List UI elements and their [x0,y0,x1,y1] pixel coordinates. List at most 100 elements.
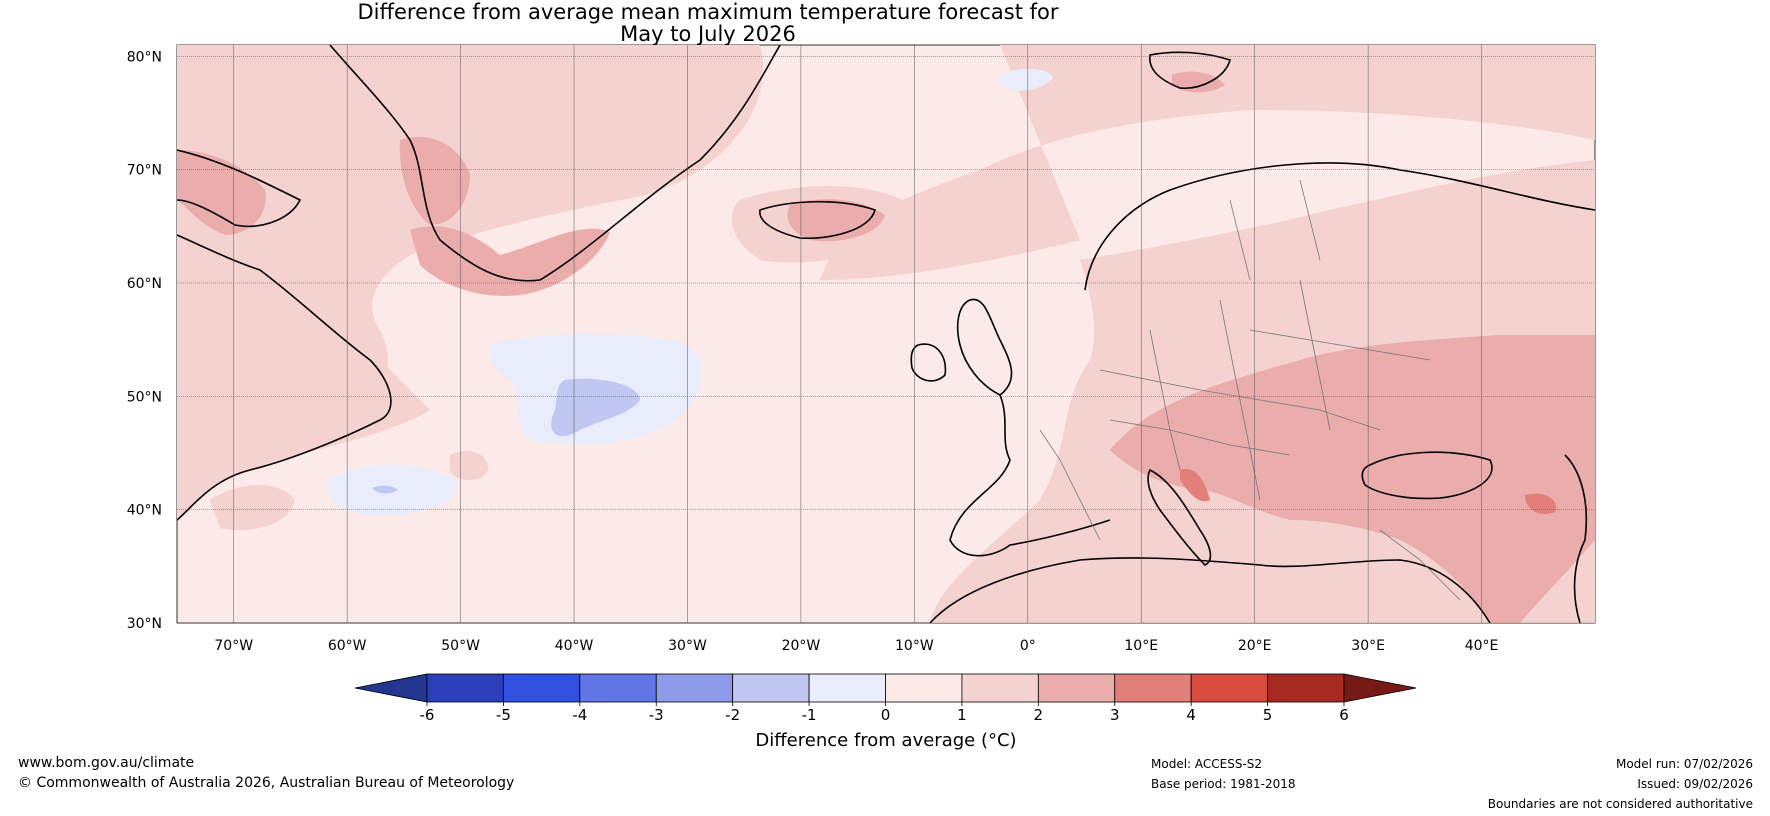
lon-label: 30°W [668,638,707,654]
coastline-europe-west [949,394,1111,557]
border-2 [1109,419,1291,456]
colorbar-segment [1037,673,1116,703]
colorbar-segment [579,673,657,703]
lat-label: 30°N [127,616,162,632]
lon-label: 10°E [1124,638,1158,654]
lon-label: 50°W [441,638,480,654]
coastline-black-sea [1361,451,1493,500]
border-9 [1229,199,1251,281]
colorbar-tick-label: 0 [881,706,891,724]
chart-title-line1: Difference from average mean maximum tem… [357,0,1059,24]
coastline-iceland [759,200,876,240]
colorbar: -6 -5 -4 -3 -2 -1 0 1 2 3 4 5 6 [354,673,1417,724]
website-text: www.bom.gov.au/climate [18,755,195,771]
border-3 [1149,329,1181,471]
coastline-scandinavia [1084,162,1595,291]
lon-label: 40°W [555,638,594,654]
coastlines [177,45,1595,623]
coastline-labrador [177,234,392,521]
colorbar-segment [961,673,1039,703]
lat-label: 50°N [127,389,162,405]
coastline-caspian [1564,454,1588,623]
model-text: Model: ACCESS-S2 [1151,757,1263,771]
colorbar-tick-label: -5 [496,706,511,724]
map-panel: 80°N 70°N 60°N 50°N 40°N 30°N 70°W 60°W 50°W 40°… [127,44,1596,654]
model-run-text: Model run: 07/02/2026 [1615,757,1753,771]
latitude-labels: 80°N 70°N 60°N 50°N 40°N 30°N [127,49,162,632]
anomaly-region-cool-atlantic-core [551,378,640,437]
coastline-svalbard [1149,51,1231,89]
colorbar-tick-label: 4 [1186,706,1196,724]
anomaly-region-caucasus [1525,493,1556,515]
coastline-mediterranean [929,557,1491,623]
colorbar-segment [1114,673,1192,703]
colorbar-extend-high [1343,673,1417,703]
colorbar-tick-label: -6 [420,706,435,724]
coastline-baffin [177,149,302,227]
colorbar-extend-low [354,673,428,703]
colorbar-segment [885,673,963,703]
lat-label: 60°N [127,276,162,292]
lat-label: 80°N [127,49,162,65]
lon-label: 0° [1020,638,1036,654]
anomaly-region-small-patch [450,450,489,481]
colorbar-tick-label: 5 [1263,706,1273,724]
colorbar-segment [1267,673,1345,703]
disclaimer-text: Boundaries are not considered authoritat… [1487,797,1753,811]
lat-label: 70°N [127,163,162,179]
colorbar-tick-label: 1 [957,706,967,724]
colorbar-tick-label: -1 [802,706,817,724]
anomaly-region-arctic-sea [820,45,1595,280]
border-5 [1299,279,1331,431]
lon-label: 20°E [1238,638,1272,654]
colorbar-tick-label: 6 [1339,706,1349,724]
base-period-text: Base period: 1981-2018 [1151,777,1296,791]
anomaly-region-canada [177,150,430,520]
colorbar-segment [732,673,810,703]
anomaly-region-iceland-core [787,199,885,242]
colorbar-title: Difference from average (°C) [755,730,1016,751]
colorbar-tick-label: -2 [725,706,740,724]
colorbar-tick-label: -4 [572,706,587,724]
colorbar-segment [655,673,734,703]
lon-label: 30°E [1351,638,1385,654]
border-4 [1219,299,1261,501]
lon-label: 10°W [895,638,934,654]
colorbar-tick-label: -3 [649,706,664,724]
anomaly-region-mid-atlantic-patch [210,485,295,531]
anomaly-shading [177,45,1595,623]
border-1 [1099,369,1381,431]
colorbar-segment [1190,673,1268,703]
country-borders [1039,179,1461,601]
lon-label: 40°E [1465,638,1499,654]
border-7 [1249,329,1431,361]
lon-label: 60°W [328,638,367,654]
border-8 [1299,179,1321,261]
colorbar-tick-label: 2 [1034,706,1044,724]
longitude-labels: 70°W 60°W 50°W 40°W 30°W 20°W 10°W 0° 10°E 20°E 30… [214,638,1498,654]
coastline-greenland [329,45,781,282]
anomaly-region-cool-south-core [372,485,398,494]
lon-label: 70°W [214,638,253,654]
anomaly-region-baffin [177,150,266,235]
anomaly-region-north-africa [930,544,1280,623]
copyright-text: © Commonwealth of Australia 2026, Austra… [18,775,515,791]
anomaly-region-black-sea-balkans [1110,335,1595,623]
anomaly-region-cool-arctic [1000,68,1053,91]
anomaly-region-greenland-south [410,226,610,296]
anomaly-region-italy [1180,469,1210,502]
lat-label: 40°N [127,503,162,519]
colorbar-segment [426,673,504,703]
coastline-italy [1147,468,1212,566]
chart-title-line2: May to July 2026 [620,22,796,46]
lon-label: 20°W [782,638,821,654]
issued-text: Issued: 09/02/2026 [1637,777,1753,791]
coastline-ireland [910,343,947,382]
border-6 [1039,429,1101,541]
colorbar-tick-label: 3 [1110,706,1120,724]
colorbar-segment [808,673,886,703]
border-10 [1379,529,1461,601]
anomaly-region-svalbard [1172,71,1225,93]
colorbar-segment [503,673,581,703]
